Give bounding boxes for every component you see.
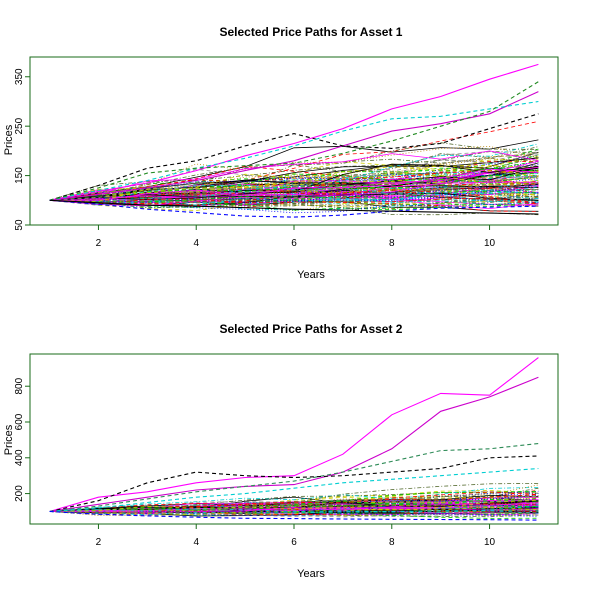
price-path (49, 168, 539, 201)
price-path (49, 171, 539, 201)
x-tick-label: 4 (193, 238, 199, 249)
price-path (49, 495, 539, 512)
price-path (49, 491, 539, 512)
price-path (49, 163, 539, 201)
x-tick-label: 8 (389, 238, 395, 249)
price-path (49, 508, 539, 513)
price-path (49, 504, 539, 514)
y-tick-label: 400 (14, 449, 25, 466)
price-path (49, 502, 539, 513)
price-path (49, 181, 539, 201)
x-axis-label: Years (297, 269, 325, 281)
price-path (49, 178, 539, 201)
price-path (49, 198, 539, 211)
highlighted-price-path (49, 63, 539, 201)
y-axis-label: Prices (3, 424, 15, 455)
price-path (49, 179, 539, 201)
y-tick-label: 150 (14, 167, 25, 184)
price-paths (49, 63, 539, 218)
price-path (49, 154, 539, 201)
highlighted-price-path (49, 376, 539, 513)
y-tick-label: 600 (14, 413, 25, 430)
price-path (49, 499, 539, 512)
price-path (49, 499, 539, 512)
highlighted-price-path (49, 199, 539, 215)
price-path (49, 510, 539, 518)
chart-panel-asset-1: Selected Price Paths for Asset 1 Years P… (3, 25, 559, 281)
x-tick-label: 10 (484, 537, 496, 548)
y-axis-label: Prices (3, 124, 15, 155)
highlighted-price-path (49, 81, 539, 201)
y-tick-label: 800 (14, 377, 25, 394)
price-path (49, 142, 539, 201)
price-path (49, 199, 539, 208)
price-path (49, 157, 539, 201)
price-path (49, 184, 539, 203)
price-path (49, 500, 539, 512)
price-path (49, 496, 539, 512)
x-tick-label: 6 (291, 537, 297, 548)
highlighted-price-path (49, 91, 539, 201)
price-path (49, 166, 539, 201)
highlighted-price-path (49, 199, 539, 218)
price-path (49, 184, 539, 206)
price-path (49, 175, 539, 202)
price-path (49, 487, 539, 512)
price-path (49, 180, 539, 201)
highlighted-price-path (49, 113, 539, 201)
price-path (49, 495, 539, 514)
x-tick-label: 6 (291, 238, 297, 249)
price-path (49, 490, 539, 512)
price-path (49, 176, 539, 201)
chart-title: Selected Price Paths for Asset 2 (220, 322, 403, 336)
price-path (49, 508, 539, 514)
price-path (49, 187, 539, 201)
price-path (49, 151, 539, 201)
x-tick-label: 2 (96, 537, 102, 548)
highlighted-price-path (49, 442, 539, 513)
price-path (49, 509, 539, 519)
price-path (49, 150, 539, 201)
x-axis-label: Years (297, 568, 325, 580)
y-tick-label: 350 (14, 68, 25, 85)
price-path (49, 506, 539, 516)
highlighted-price-path (49, 510, 539, 521)
price-path (49, 189, 539, 205)
price-path (49, 510, 539, 516)
x-tick-label: 2 (96, 238, 102, 249)
price-path (49, 145, 539, 201)
highlighted-price-path (49, 455, 539, 513)
price-path (49, 510, 539, 516)
price-path (49, 190, 539, 203)
price-path (49, 189, 539, 204)
price-path (49, 511, 539, 517)
price-path (49, 155, 539, 201)
price-path (49, 154, 539, 201)
highlighted-price-path (49, 357, 539, 513)
price-path (49, 121, 539, 201)
x-tick-label: 10 (484, 238, 496, 249)
price-path (49, 182, 539, 201)
chart-panel-asset-2: Selected Price Paths for Asset 2 Years P… (3, 322, 559, 580)
y-tick-label: 200 (14, 485, 25, 502)
price-path (49, 184, 539, 201)
price-paths (49, 357, 539, 521)
price-path (49, 193, 539, 206)
price-path (49, 176, 539, 201)
highlighted-price-path (49, 467, 539, 513)
price-path (49, 197, 539, 205)
price-path (49, 501, 539, 512)
y-tick-label: 50 (14, 219, 25, 231)
price-path (49, 167, 539, 201)
price-path (49, 193, 539, 204)
x-tick-label: 8 (389, 537, 395, 548)
y-tick-label: 250 (14, 117, 25, 134)
x-tick-label: 4 (193, 537, 199, 548)
price-path (49, 183, 539, 206)
price-path (49, 199, 539, 216)
chart-title: Selected Price Paths for Asset 1 (220, 25, 403, 39)
price-path (49, 165, 539, 201)
